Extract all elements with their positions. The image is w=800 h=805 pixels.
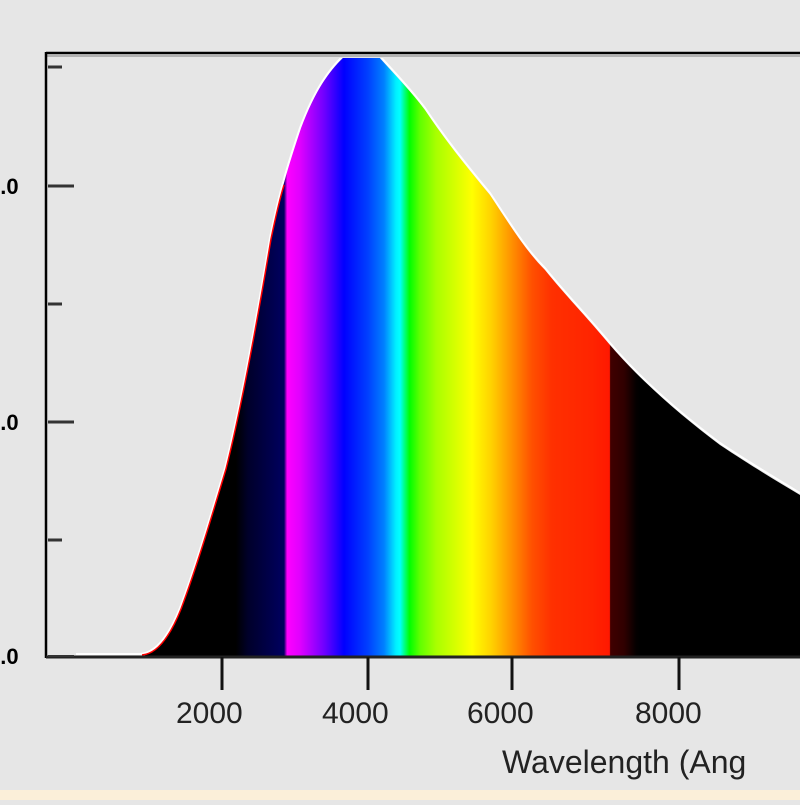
x-tick-label-2000: 2000 xyxy=(176,697,243,730)
y-tick-label-top: 0.0 xyxy=(0,174,19,199)
y-tick-label-bottom: 0.0 xyxy=(0,644,19,669)
spectrum-area xyxy=(76,58,800,656)
x-tick-label-4000: 4000 xyxy=(322,697,389,730)
x-tick-label-8000: 8000 xyxy=(635,697,702,730)
y-tick-label-mid: 0.0 xyxy=(0,410,19,435)
x-tick-label-6000: 6000 xyxy=(467,697,534,730)
x-axis-title: Wavelength (Ang xyxy=(502,744,747,780)
plot-frame xyxy=(44,51,800,659)
bottom-strip xyxy=(0,790,800,800)
x-axis-ticks xyxy=(220,657,681,690)
y-axis-ticks xyxy=(48,65,74,657)
